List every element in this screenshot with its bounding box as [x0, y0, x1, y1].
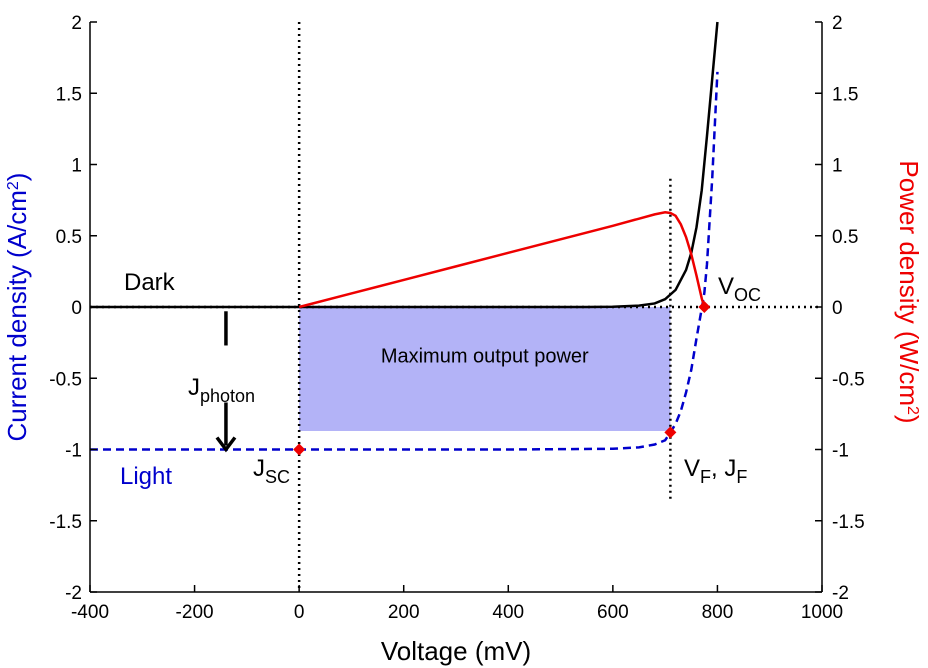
y-left-tick-label-0: -2	[65, 583, 82, 604]
label-voc: VOC	[718, 273, 761, 305]
x-tick-label-5: 600	[597, 602, 629, 623]
y-left-tick-label-4: 0	[71, 298, 82, 319]
marker-point-2	[698, 301, 711, 313]
x-tick-label-1: -200	[176, 602, 214, 623]
y-ticks-left: -2 -1.5 -1 -0.5 0 0.5 1 1.5 2	[49, 13, 97, 604]
label-vf-jf: VF, JF	[684, 455, 747, 487]
label-jphoton: Jphoton	[188, 374, 255, 406]
y-left-tick-label-7: 1.5	[56, 84, 82, 105]
x-ticks: -400 -200 0 200 400 600 800 1000	[71, 585, 843, 623]
arrow-head	[215, 436, 237, 453]
x-tick-label-2: 0	[294, 602, 305, 623]
y-ticks-right: -2 -1.5 -1 -0.5 0 0.5 1 1.5 2	[815, 13, 865, 604]
y-right-tick-label-0: -2	[832, 583, 849, 604]
y-right-tick-label-5: 0.5	[832, 227, 858, 248]
x-axis-title: Voltage (mV)	[381, 636, 531, 666]
y-right-tick-label-6: 1	[832, 156, 843, 177]
max-power-region	[299, 307, 671, 431]
series-power	[298, 210, 706, 309]
y-right-tick-label-1: -1.5	[832, 512, 865, 533]
series-dark	[90, 21, 719, 309]
x-tick-label-0: -400	[71, 602, 109, 623]
label-dark: Dark	[124, 269, 176, 296]
marker-point-0	[293, 443, 306, 456]
y-left-tick-label-6: 1	[71, 156, 82, 177]
y-right-tick-label-2: -1	[832, 441, 849, 462]
y-left-tick-label-2: -1	[65, 441, 82, 462]
y-left-tick-label-1: -1.5	[49, 512, 82, 533]
label-jsc: JSC	[253, 455, 290, 487]
marker-point-1	[664, 426, 677, 439]
jphoton-arrow	[215, 311, 237, 453]
y-axis-title-right: Power density (W/cm2)	[894, 160, 924, 423]
series-light	[90, 71, 719, 451]
x-tick-label-4: 400	[492, 602, 524, 623]
x-tick-label-3: 200	[388, 602, 420, 623]
y-right-tick-label-8: 2	[832, 13, 843, 34]
label-light: Light	[120, 463, 172, 490]
y-axis-title-left: Current density (A/cm2)	[2, 173, 32, 442]
y-left-tick-label-8: 2	[71, 13, 82, 34]
y-left-tick-label-3: -0.5	[49, 369, 82, 390]
y-right-tick-label-3: -0.5	[832, 369, 865, 390]
x-tick-label-7: 1000	[801, 602, 843, 623]
key-points	[293, 301, 711, 456]
y-right-tick-label-4: 0	[832, 298, 843, 319]
x-tick-label-6: 800	[702, 602, 734, 623]
max-power-label: Maximum output power	[381, 346, 589, 368]
y-right-tick-label-7: 1.5	[832, 84, 858, 105]
y-left-tick-label-5: 0.5	[56, 227, 82, 248]
